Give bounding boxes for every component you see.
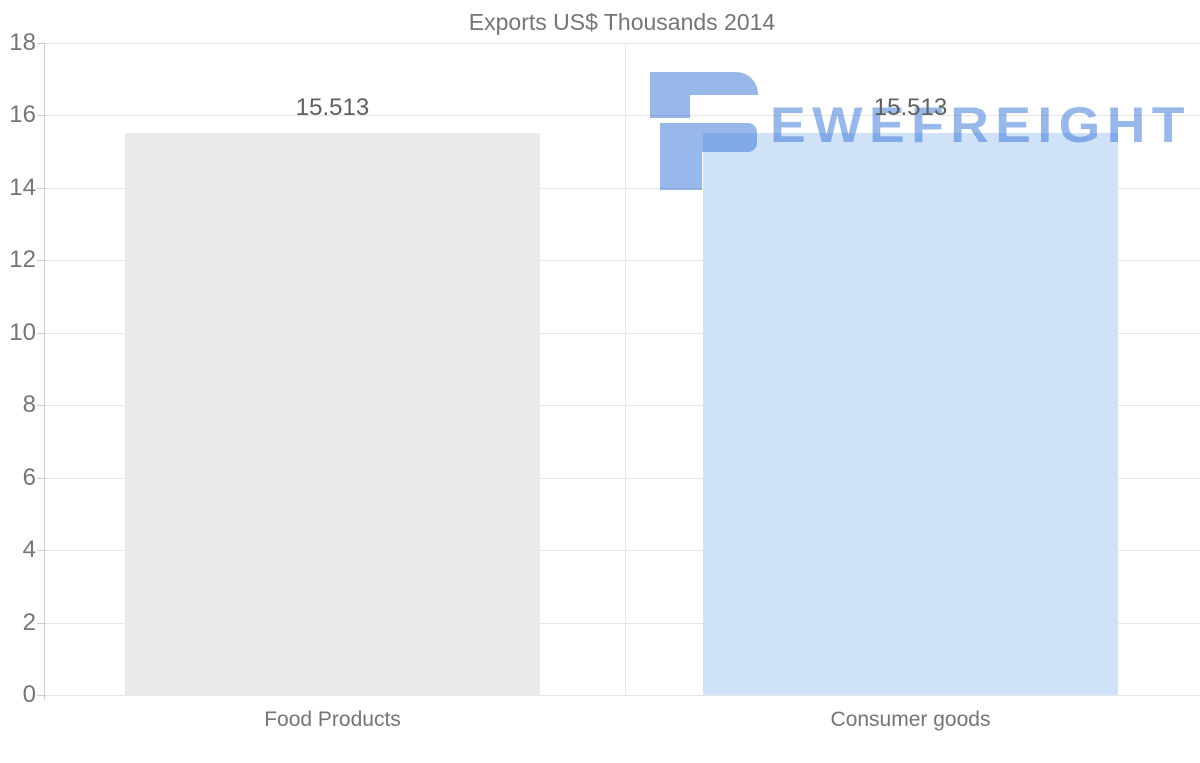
y-gridline [44,695,1200,696]
y-gridline [44,187,1200,189]
y-tick-label: 4 [22,536,36,564]
bar-value-label-consumer-goods: 15.513 [873,94,948,122]
y-tick-label: 18 [9,29,36,56]
bar-consumer-goods[interactable] [703,133,1118,695]
y-gridline [44,550,1200,552]
y-axis-tick [37,43,44,44]
bar-food-products[interactable] [125,133,540,695]
y-axis-tick [37,405,44,407]
y-gridline [44,332,1200,334]
y-gridline [44,260,1200,262]
y-axis-tick [37,260,44,262]
y-axis-tick [37,622,44,624]
y-tick-label: 16 [9,101,36,129]
y-gridline [44,622,1200,624]
y-axis-tick [37,332,44,334]
y-axis-tick [37,187,44,189]
y-axis-tick [37,550,44,552]
category-label-consumer-goods: Consumer goods [830,708,991,731]
y-tick-label: 2 [22,608,36,636]
chart-title: Exports US$ Thousands 2014 [468,9,776,35]
bar-value-label-food-products: 15.513 [295,94,370,122]
y-axis-tick [37,115,44,117]
y-axis-tick [37,695,44,696]
y-tick-label: 12 [9,246,36,274]
y-gridline [44,477,1200,479]
y-tick-label: 8 [22,391,36,419]
y-tick-label: 14 [9,173,36,201]
y-tick-label: 0 [22,681,36,708]
y-tick-label: 10 [9,318,36,346]
y-axis-tick [37,477,44,479]
category-label-food-products: Food Products [264,708,401,731]
category-divider-gridline [625,43,626,695]
y-axis-line [44,43,45,700]
y-gridline [44,115,1200,117]
y-gridline [44,43,1200,44]
y-gridline [44,405,1200,407]
y-tick-label: 6 [22,463,36,491]
